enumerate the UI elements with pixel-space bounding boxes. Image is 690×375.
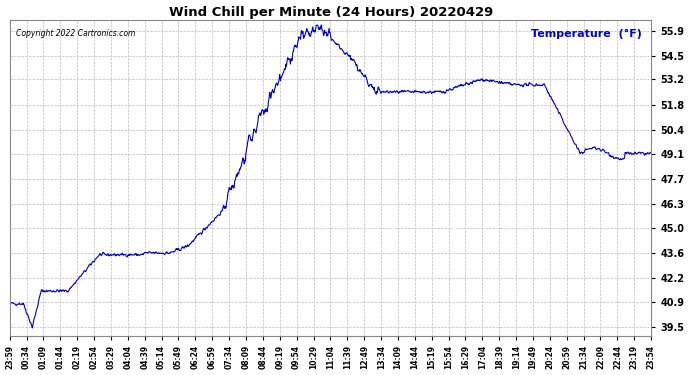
Text: Temperature  (°F): Temperature (°F) bbox=[531, 29, 642, 39]
Title: Wind Chill per Minute (24 Hours) 20220429: Wind Chill per Minute (24 Hours) 2022042… bbox=[168, 6, 493, 18]
Text: Copyright 2022 Cartronics.com: Copyright 2022 Cartronics.com bbox=[17, 29, 136, 38]
